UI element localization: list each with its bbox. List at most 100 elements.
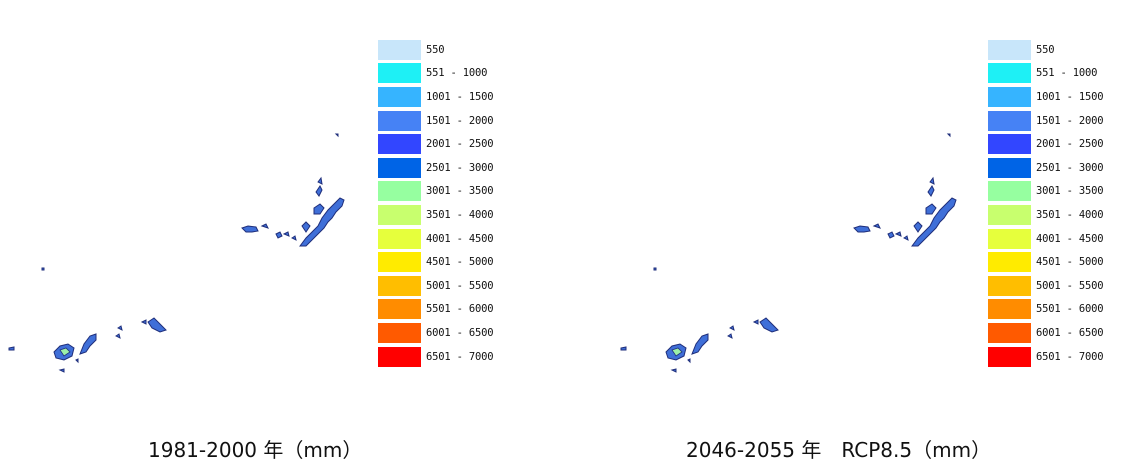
high-precipitation-patch xyxy=(671,347,683,357)
legend-label: 6501 - 7000 xyxy=(426,350,494,363)
legend-swatch xyxy=(988,134,1031,155)
island xyxy=(727,333,733,339)
map-panel-1981-2000: 550 551 - 1000 1001 - 1500 1501 - 2000 2001 … xyxy=(0,0,560,471)
legend-label: 3501 - 4000 xyxy=(426,208,494,221)
legend-swatch xyxy=(378,299,421,320)
legend-swatch xyxy=(988,275,1031,296)
legend-swatch xyxy=(988,346,1031,367)
legend-label: 1001 - 1500 xyxy=(426,90,494,103)
legend-item: 551 - 1000 xyxy=(988,62,1139,86)
legend-item: 6501 - 7000 xyxy=(378,345,538,369)
legend-swatch xyxy=(378,204,421,225)
legend-swatch xyxy=(378,252,421,273)
island xyxy=(301,221,311,233)
legend-swatch xyxy=(988,228,1031,249)
precipitation-map xyxy=(8,133,345,373)
legend-label: 1501 - 2000 xyxy=(426,114,494,127)
legend-item: 3001 - 3500 xyxy=(988,180,1139,204)
legend-label: 550 xyxy=(1036,43,1055,56)
legend: 550 551 - 1000 1001 - 1500 1501 - 2000 2001 … xyxy=(378,38,538,368)
island xyxy=(913,221,923,233)
island xyxy=(317,176,323,185)
island xyxy=(140,319,147,325)
legend-swatch xyxy=(378,322,421,343)
miyako-island xyxy=(759,317,779,333)
legend-label: 2001 - 2500 xyxy=(1036,138,1104,151)
legend-item: 2001 - 2500 xyxy=(378,132,538,156)
legend-swatch xyxy=(378,39,421,60)
island xyxy=(75,358,79,364)
legend-item: 4001 - 4500 xyxy=(378,227,538,251)
legend-item: 2501 - 3000 xyxy=(378,156,538,180)
island xyxy=(313,203,325,215)
legend-label: 2501 - 3000 xyxy=(1036,161,1104,174)
legend-item: 550 xyxy=(378,38,538,62)
legend-item: 1001 - 1500 xyxy=(378,85,538,109)
map-caption: 1981-2000 年（mm） xyxy=(148,438,363,462)
legend-swatch xyxy=(988,252,1031,273)
legend: 550 551 - 1000 1001 - 1500 1501 - 2000 2001 … xyxy=(988,38,1139,368)
legend-swatch xyxy=(988,181,1031,202)
legend-label: 5001 - 5500 xyxy=(426,279,494,292)
island xyxy=(729,325,735,331)
legend-item: 1001 - 1500 xyxy=(988,85,1139,109)
island xyxy=(117,325,123,331)
legend-swatch xyxy=(378,228,421,249)
island xyxy=(872,223,881,229)
legend-label: 3001 - 3500 xyxy=(1036,185,1104,198)
legend-item: 4501 - 5000 xyxy=(378,250,538,274)
island xyxy=(115,333,121,339)
legend-label: 5001 - 5500 xyxy=(1036,279,1104,292)
island xyxy=(752,319,759,325)
legend-item: 5501 - 6000 xyxy=(988,298,1139,322)
legend-item: 2501 - 3000 xyxy=(988,156,1139,180)
legend-item: 4501 - 5000 xyxy=(988,250,1139,274)
miyako-island xyxy=(147,317,167,333)
legend-item: 4001 - 4500 xyxy=(988,227,1139,251)
legend-item: 5501 - 6000 xyxy=(378,298,538,322)
legend-swatch xyxy=(378,346,421,367)
island xyxy=(41,267,45,271)
legend-label: 4001 - 4500 xyxy=(1036,232,1104,245)
island xyxy=(291,235,297,241)
legend-item: 3001 - 3500 xyxy=(378,180,538,204)
map-caption: 2046-2055 年 RCP8.5（mm） xyxy=(686,438,992,462)
legend-swatch xyxy=(988,39,1031,60)
legend-swatch xyxy=(988,63,1031,84)
legend-label: 4501 - 5000 xyxy=(1036,256,1104,269)
kume-island xyxy=(853,225,871,233)
island-group xyxy=(620,133,957,373)
legend-label: 3001 - 3500 xyxy=(426,185,494,198)
legend-item: 1501 - 2000 xyxy=(378,109,538,133)
legend-item: 2001 - 2500 xyxy=(988,132,1139,156)
island xyxy=(894,231,902,237)
legend-item: 550 xyxy=(988,38,1139,62)
legend-swatch xyxy=(988,157,1031,178)
island xyxy=(946,133,951,138)
okinawa-main-island xyxy=(299,197,345,247)
island xyxy=(925,203,937,215)
legend-swatch xyxy=(378,181,421,202)
legend-label: 1001 - 1500 xyxy=(1036,90,1104,103)
island xyxy=(903,235,909,241)
legend-item: 5001 - 5500 xyxy=(988,274,1139,298)
precipitation-map xyxy=(620,133,957,373)
legend-swatch xyxy=(988,322,1031,343)
legend-swatch xyxy=(378,86,421,107)
legend-item: 6001 - 6500 xyxy=(378,321,538,345)
legend-label: 2501 - 3000 xyxy=(426,161,494,174)
legend-item: 6001 - 6500 xyxy=(988,321,1139,345)
legend-label: 5501 - 6000 xyxy=(1036,303,1104,316)
legend-label: 551 - 1000 xyxy=(426,67,488,80)
legend-swatch xyxy=(378,63,421,84)
island xyxy=(315,185,323,197)
legend-label: 6501 - 7000 xyxy=(1036,350,1104,363)
island xyxy=(282,231,290,237)
island xyxy=(334,133,339,138)
ishigaki-island xyxy=(691,333,709,355)
legend-item: 6501 - 7000 xyxy=(988,345,1139,369)
hateruma-island xyxy=(58,368,65,373)
legend-item: 5001 - 5500 xyxy=(378,274,538,298)
ishigaki-island xyxy=(79,333,97,355)
map-panel-2046-2055-rcp85: 550 551 - 1000 1001 - 1500 1501 - 2000 2001 … xyxy=(612,0,1139,471)
